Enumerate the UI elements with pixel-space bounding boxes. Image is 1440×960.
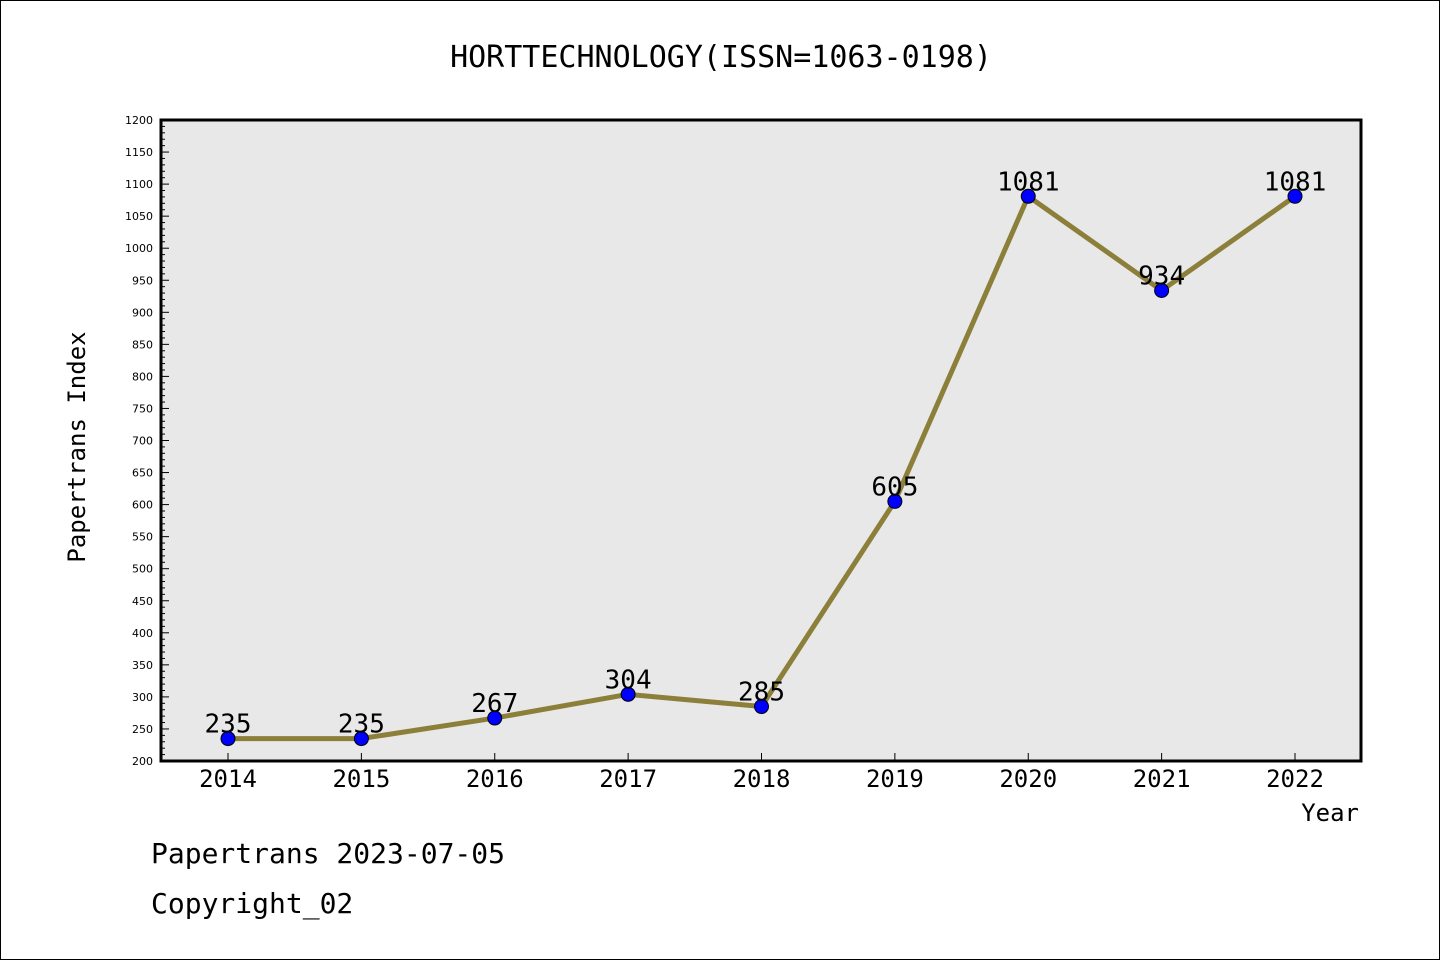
- y-tick-label: 1000: [125, 242, 153, 255]
- plot-area: [161, 120, 1361, 761]
- x-tick-label: 2021: [1133, 765, 1191, 793]
- footer-copyright: Copyright_02: [151, 887, 354, 920]
- data-point: [487, 710, 503, 726]
- x-tick-label: 2015: [332, 765, 390, 793]
- y-tick-label: 1200: [125, 114, 153, 127]
- y-tick-label: 250: [132, 723, 153, 736]
- data-point: [887, 493, 903, 509]
- y-tick-label: 1100: [125, 178, 153, 191]
- y-tick-label: 400: [132, 627, 153, 640]
- y-tick-label: 850: [132, 338, 153, 351]
- data-point: [220, 731, 236, 747]
- chart-title: HORTTECHNOLOGY(ISSN=1063-0198): [450, 40, 992, 75]
- series: 235 235 267 304 285 605 1081 934 1081: [205, 167, 1327, 747]
- footer-date: Papertrans 2023-07-05: [151, 837, 506, 870]
- data-label: 1081: [1264, 167, 1327, 197]
- data-label: 235: [205, 710, 252, 740]
- y-tick-label: 1150: [125, 146, 153, 159]
- y-tick-label: 1050: [125, 210, 153, 223]
- y-tick-label: 950: [132, 274, 153, 287]
- x-tick-label: 2020: [999, 765, 1057, 793]
- y-tick-label: 550: [132, 531, 153, 544]
- data-label: 267: [471, 689, 518, 719]
- x-axis: 2014 2015 2016 2017 2018 2019 2020 2021 2022: [199, 753, 1324, 793]
- data-point: [1154, 283, 1170, 299]
- data-label: 1081: [997, 167, 1060, 197]
- y-tick-label: 800: [132, 370, 153, 383]
- x-axis-label: Year: [1301, 799, 1359, 827]
- x-tick-label: 2022: [1266, 765, 1324, 793]
- data-label: 235: [338, 710, 385, 740]
- x-tick-label: 2017: [599, 765, 657, 793]
- y-tick-label: 500: [132, 563, 153, 576]
- data-point: [1287, 188, 1303, 204]
- y-tick-label: 700: [132, 435, 153, 448]
- y-tick-label: 750: [132, 402, 153, 415]
- y-tick-label: 300: [132, 691, 153, 704]
- x-tick-label: 2018: [733, 765, 791, 793]
- data-point: [754, 699, 769, 715]
- x-tick-label: 2014: [199, 765, 257, 793]
- data-point: [620, 686, 636, 702]
- x-tick-label: 2016: [466, 765, 524, 793]
- plot-frame: [159, 118, 1363, 763]
- data-label: 605: [871, 472, 918, 502]
- data-label: 304: [605, 665, 652, 695]
- x-tick-label: 2019: [866, 765, 924, 793]
- y-tick-label: 450: [132, 595, 153, 608]
- data-label: 285: [738, 678, 785, 708]
- y-tick-label: 200: [132, 755, 153, 768]
- data-label: 934: [1138, 262, 1185, 292]
- y-axis-label: Papertrans Index: [63, 331, 91, 562]
- y-tick-label: 650: [132, 467, 153, 480]
- y-tick-label: 600: [132, 499, 153, 512]
- y-tick-label: 900: [132, 306, 153, 319]
- data-point: [353, 731, 369, 747]
- data-point: [1020, 188, 1036, 204]
- y-tick-label: 350: [132, 659, 153, 672]
